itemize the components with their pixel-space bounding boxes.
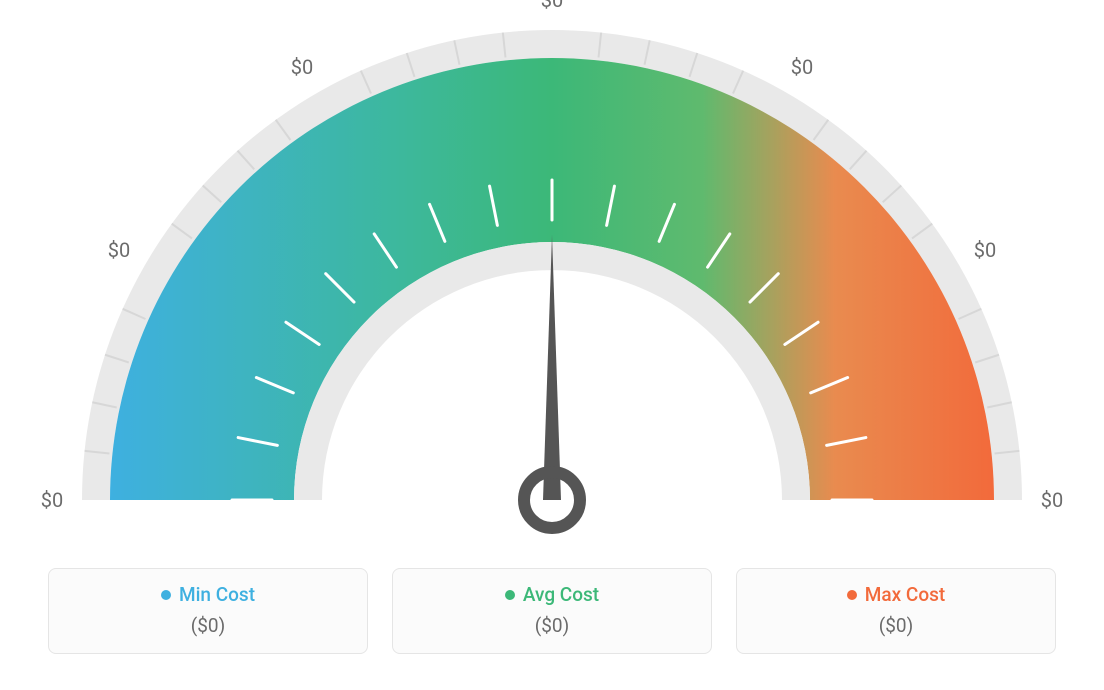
legend-head-max: Max Cost	[847, 583, 945, 606]
legend-head-min: Min Cost	[161, 583, 255, 606]
legend-card-min: Min Cost ($0)	[48, 568, 368, 654]
legend-label-min: Min Cost	[179, 583, 255, 606]
gauge-tick-label: $0	[1041, 488, 1063, 512]
legend-head-avg: Avg Cost	[505, 583, 599, 606]
legend-value-avg: ($0)	[393, 614, 711, 637]
legend-row: Min Cost ($0) Avg Cost ($0) Max Cost ($0…	[0, 568, 1104, 654]
legend-dot-avg	[505, 590, 515, 600]
legend-label-avg: Avg Cost	[523, 583, 599, 606]
gauge-tick-label: $0	[541, 0, 563, 12]
legend-card-max: Max Cost ($0)	[736, 568, 1056, 654]
legend-value-min: ($0)	[49, 614, 367, 637]
legend-value-max: ($0)	[737, 614, 1055, 637]
gauge-tick-label: $0	[974, 238, 996, 262]
legend-dot-max	[847, 590, 857, 600]
legend-card-avg: Avg Cost ($0)	[392, 568, 712, 654]
gauge-chart: $0 $0 $0 $0 $0 $0 $0	[0, 0, 1104, 560]
legend-dot-min	[161, 590, 171, 600]
gauge-tick-label: $0	[291, 55, 313, 79]
gauge-tick-label: $0	[108, 238, 130, 262]
legend-label-max: Max Cost	[865, 583, 945, 606]
gauge-tick-label: $0	[791, 55, 813, 79]
gauge-tick-label: $0	[41, 488, 63, 512]
gauge-svg	[0, 0, 1104, 560]
